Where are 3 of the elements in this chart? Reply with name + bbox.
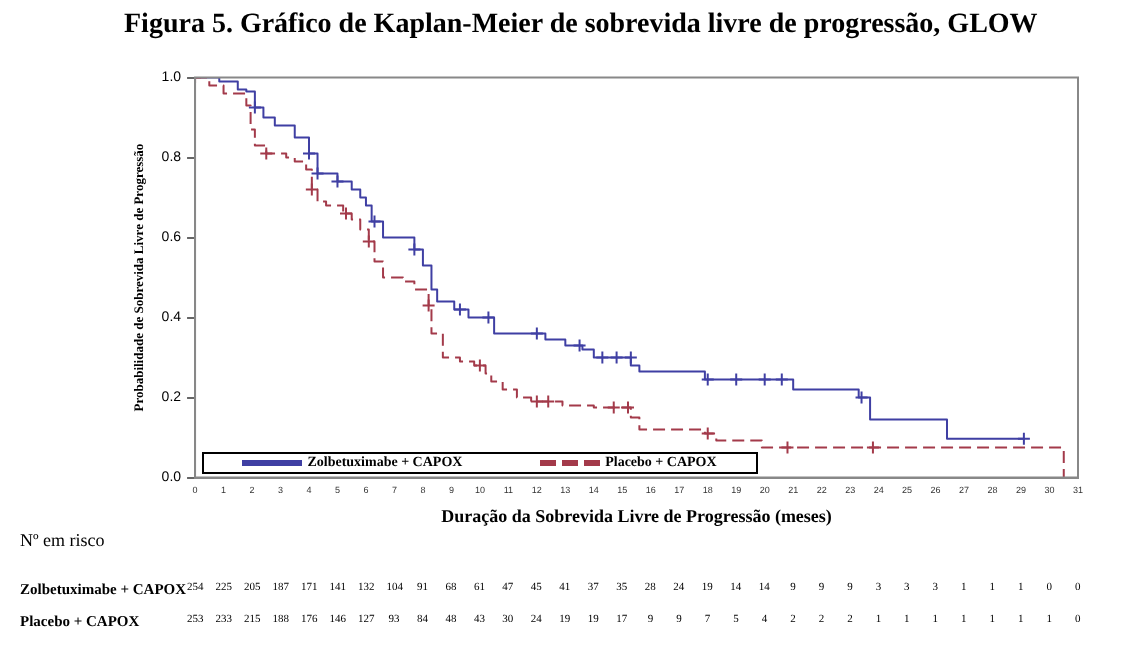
chart-title: Figura 5. Gráfico de Kaplan-Meier de sobrevida livre de progressão, GLOW	[124, 10, 1038, 41]
x-axis-title: Duração da Sobrevida Livre de Progressão (meses)	[441, 505, 832, 526]
text: Nº em risco	[20, 530, 105, 550]
